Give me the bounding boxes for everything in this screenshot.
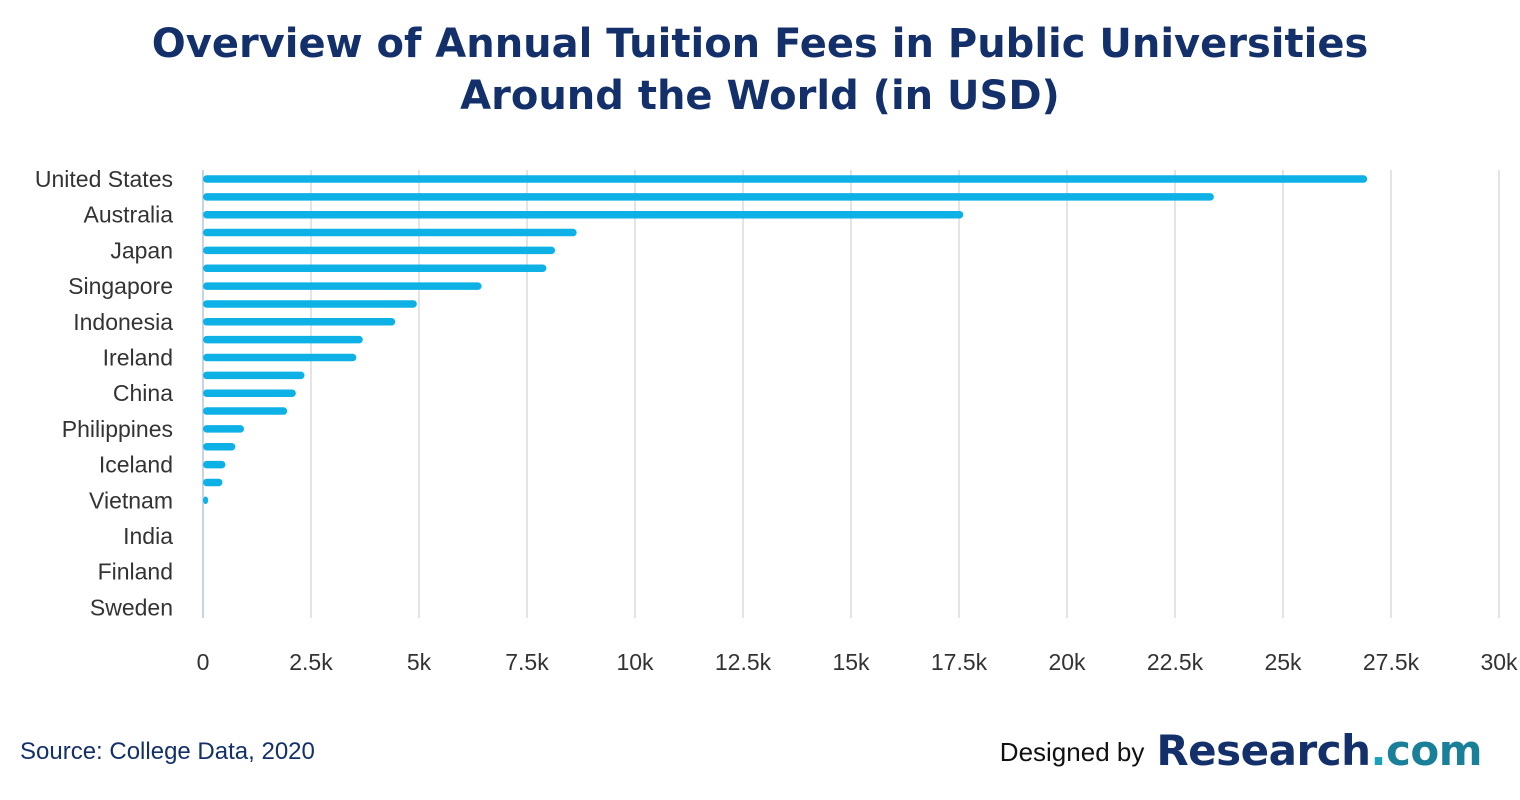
x-tick-label: 10k: [616, 649, 654, 675]
category-label: Ireland: [103, 345, 173, 371]
category-label: Philippines: [62, 416, 173, 442]
bar[interactable]: [203, 460, 226, 469]
x-tick-label: 12.5k: [715, 649, 772, 675]
category-label: India: [123, 523, 173, 549]
bar-chart: United States Australia Japan Singapore Indo…: [35, 166, 1518, 675]
bar[interactable]: [203, 407, 288, 415]
bar[interactable]: [203, 300, 417, 308]
grid-lines: [202, 170, 1500, 618]
bar[interactable]: [203, 282, 482, 290]
x-tick-label: 17.5k: [931, 649, 988, 675]
bar[interactable]: [203, 443, 236, 451]
source-note: Source: College Data, 2020: [20, 738, 315, 765]
x-tick-label: 22.5k: [1147, 649, 1204, 675]
bar[interactable]: [203, 318, 396, 326]
category-label: Finland: [98, 559, 173, 585]
x-tick-label: 7.5k: [505, 649, 549, 675]
category-label: United States: [35, 166, 173, 192]
bar[interactable]: [203, 389, 296, 397]
x-tick-label: 2.5k: [289, 649, 333, 675]
x-tick-label: 30k: [1480, 649, 1518, 675]
bar[interactable]: [203, 246, 556, 255]
x-tick-label: 5k: [407, 649, 432, 675]
category-label: China: [113, 380, 173, 406]
brand-main: Research: [1156, 726, 1371, 775]
x-axis-ticks: 0 2.5k 5k 7.5k 10k 12.5k 15k 17.5k 20k 22.5k 25k 27…: [197, 649, 1518, 675]
x-tick-label: 27.5k: [1363, 649, 1420, 675]
category-label: Indonesia: [73, 309, 173, 335]
bar[interactable]: [203, 335, 363, 344]
chart-title: Overview of Annual Tuition Fees in Publi…: [0, 18, 1520, 122]
bar[interactable]: [203, 425, 245, 433]
category-label: Sweden: [90, 594, 173, 620]
bar[interactable]: [203, 264, 547, 273]
x-tick-label: 15k: [832, 649, 870, 675]
bar[interactable]: [203, 496, 209, 505]
brand-dot: .: [1370, 726, 1387, 775]
chart-title-line-2: Around the World (in USD): [460, 73, 1060, 119]
bar[interactable]: [203, 228, 577, 237]
bar[interactable]: [203, 371, 305, 380]
credit-prefix: Designed by: [999, 737, 1145, 767]
designer-credit[interactable]: Designed by Research.com: [999, 726, 1483, 775]
category-label: Iceland: [99, 452, 173, 478]
x-tick-label: 25k: [1264, 649, 1302, 675]
brand-tld: com: [1385, 726, 1483, 775]
bar[interactable]: [203, 353, 357, 362]
bar[interactable]: [203, 175, 1368, 183]
category-label: Singapore: [68, 273, 173, 299]
bars: [203, 175, 1368, 505]
research-com-logo[interactable]: Research.com: [1156, 726, 1482, 775]
bar[interactable]: [203, 478, 223, 487]
category-label: Japan: [110, 237, 173, 263]
chart-title-line-1: Overview of Annual Tuition Fees in Publi…: [151, 21, 1369, 67]
category-label: Australia: [84, 202, 174, 228]
x-tick-label: 0: [197, 649, 210, 675]
bar[interactable]: [203, 210, 964, 219]
bar[interactable]: [203, 193, 1214, 201]
category-label: Vietnam: [89, 487, 173, 513]
category-labels: United States Australia Japan Singapore Indo…: [35, 166, 173, 620]
x-tick-label: 20k: [1048, 649, 1086, 675]
